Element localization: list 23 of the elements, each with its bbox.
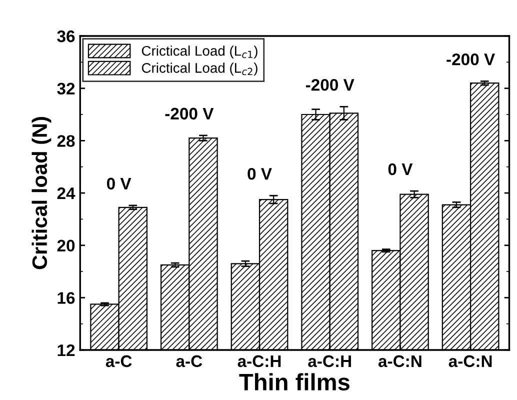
x-tick-label: a-C:N [378,355,422,368]
y-tick-label: 12 [58,344,75,356]
annotation: -200 V [306,78,354,91]
annotation: 0 V [388,163,413,176]
y-axis-title: Critical load (N) [32,117,52,270]
annotation: 0 V [248,168,272,180]
x-axis-title: Thin films [239,373,350,391]
y-tick-label: 28 [57,135,75,147]
annotation: -200 V [446,53,495,66]
annotation: -200 V [165,108,214,120]
legend-label: Crictical Load (L$_{c1}$) [142,46,258,59]
annotation: 0 V [106,178,132,190]
y-tick-label: 24 [57,187,76,200]
y-tick-label: 20 [57,240,75,252]
legend-label: Crictical Load (L$_{c2}$) [142,62,258,76]
x-tick-label: a-C [106,355,132,368]
x-tick-label: a-C:H [238,355,281,368]
x-tick-label: a-C [176,355,202,368]
y-tick-label: 36 [57,30,75,42]
x-tick-label: a-C:H [308,355,351,368]
y-tick-label: 32 [57,82,75,95]
x-tick-label: a-C:N [448,355,492,368]
y-tick-label: 16 [58,292,75,304]
